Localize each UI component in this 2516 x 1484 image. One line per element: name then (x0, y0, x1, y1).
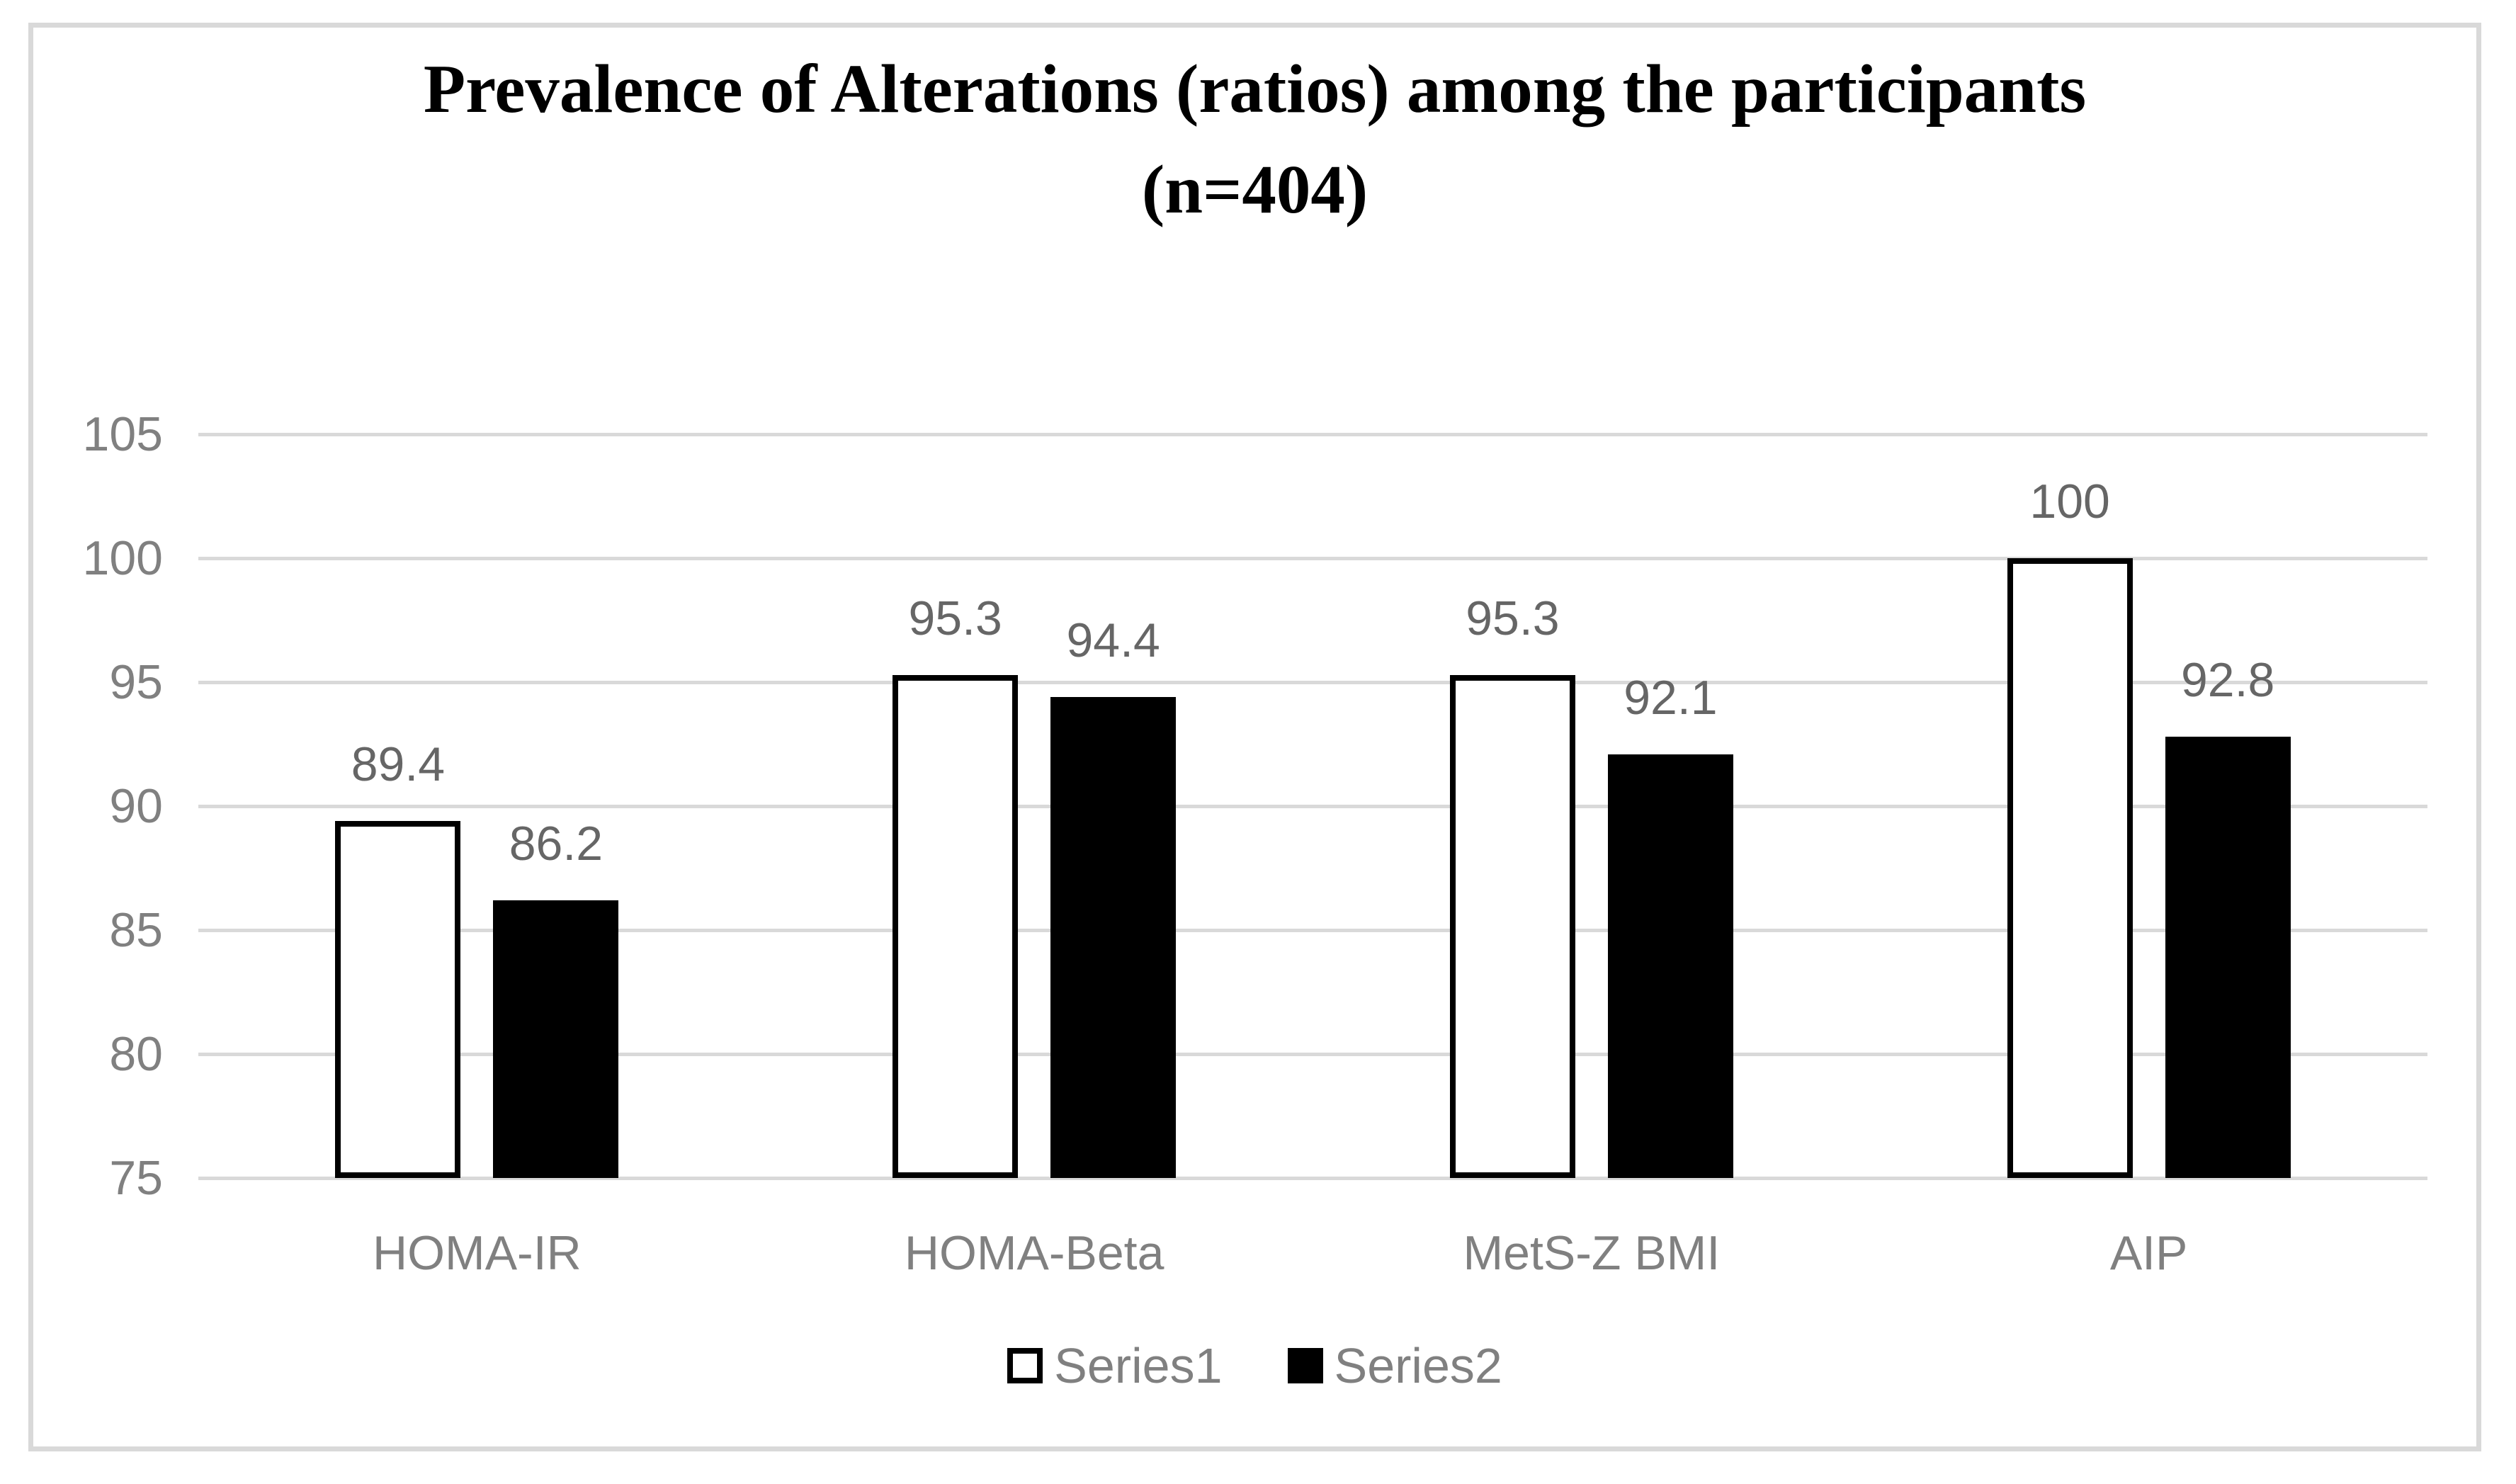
legend-item-series1: Series1 (1007, 1338, 1223, 1393)
data-label-series1-1: 95.3 (908, 591, 1002, 645)
bar-series2-2 (1607, 754, 1733, 1178)
data-label-series1-0: 89.4 (351, 737, 446, 791)
y-axis-tick-label-95: 95 (109, 655, 163, 709)
gridline-100 (198, 556, 2427, 560)
legend-label-series1: Series1 (1054, 1338, 1223, 1393)
chart-title-line1: Prevalence of Alterations (ratios) among… (423, 51, 2087, 127)
chart-title-line2: (n=404) (1141, 152, 1368, 227)
y-axis-tick-label-90: 90 (109, 779, 163, 833)
data-label-series1-3: 100 (2029, 475, 2110, 528)
y-axis-tick-label-100: 100 (82, 531, 163, 585)
legend: Series1 Series2 (28, 1338, 2481, 1393)
y-axis-tick-label-105: 105 (82, 407, 163, 461)
data-label-series2-0: 86.2 (509, 817, 604, 871)
x-axis-category-label: AIP (2109, 1226, 2188, 1280)
gridline-95 (198, 680, 2427, 684)
bar-series2-1 (1050, 697, 1177, 1178)
legend-marker-series2 (1287, 1348, 1323, 1383)
legend-item-series2: Series2 (1287, 1338, 1502, 1393)
bar-series1-2 (1449, 674, 1575, 1178)
bar-series1-0 (335, 821, 461, 1178)
legend-label-series2: Series2 (1334, 1338, 1502, 1393)
bar-series1-3 (2007, 558, 2133, 1178)
data-label-series2-1: 94.4 (1066, 613, 1160, 667)
x-axis-category-label: HOMA-Beta (904, 1226, 1164, 1280)
gridline-75 (198, 1176, 2427, 1180)
y-axis-tick-label-80: 80 (109, 1027, 163, 1081)
x-axis-category-label: MetS-Z BMI (1463, 1226, 1721, 1280)
data-label-series2-2: 92.1 (1624, 670, 1718, 725)
gridline-80 (198, 1052, 2427, 1056)
gridline-90 (198, 804, 2427, 808)
plot-area: 75 80 85 90 95 100 105 HOMA-IR 89.4 86.2 HOMA-Beta… (83, 407, 2427, 1280)
x-axis-category-label: HOMA-IR (373, 1226, 582, 1280)
data-label-series2-3: 92.8 (2180, 653, 2275, 707)
chart-title: Prevalence of Alterations (ratios) among… (28, 39, 2481, 240)
bar-series1-1 (892, 674, 1019, 1178)
bar-series2-0 (493, 900, 619, 1178)
bar-series2-3 (2165, 737, 2291, 1178)
gridline-85 (198, 928, 2427, 932)
data-label-series1-2: 95.3 (1466, 591, 1560, 645)
legend-marker-series1 (1007, 1348, 1043, 1383)
gridline-105 (198, 432, 2427, 436)
y-axis-tick-label-75: 75 (109, 1151, 163, 1205)
y-axis-tick-label-85: 85 (109, 903, 163, 957)
